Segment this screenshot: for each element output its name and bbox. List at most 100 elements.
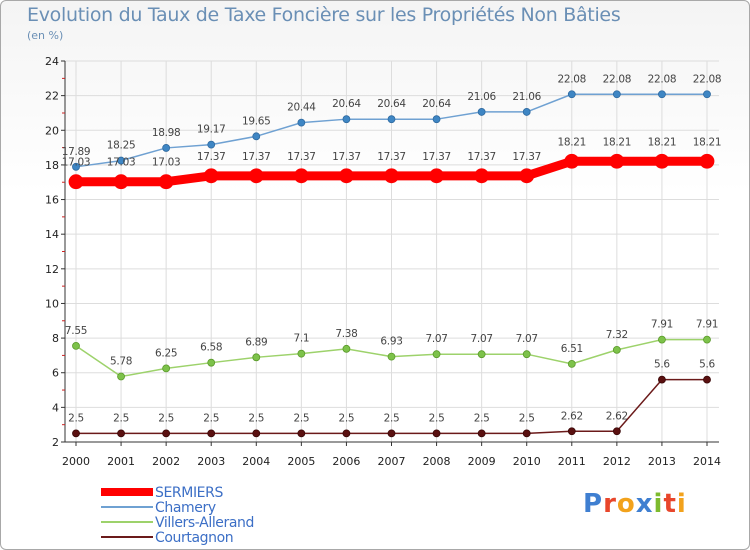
point-sermiers (68, 174, 84, 190)
data-label-courtagnon: 2.62 (606, 410, 628, 422)
point-sermiers (564, 153, 580, 169)
point-chamery (567, 90, 576, 99)
logo-letter: i (653, 489, 664, 519)
point-villers-allerand (703, 335, 711, 344)
x-tick-label: 2014 (693, 455, 721, 468)
data-label-villers-allerand: 6.51 (561, 343, 583, 355)
point-chamery (117, 156, 125, 165)
point-courtagnon (162, 429, 171, 438)
y-tick-label: 14 (45, 228, 59, 241)
point-sermiers (113, 174, 129, 190)
data-label-chamery: 20.44 (287, 102, 316, 114)
x-tick-label: 2000 (62, 455, 90, 468)
point-sermiers (158, 174, 174, 190)
y-tick-label: 12 (45, 263, 59, 276)
y-tick-label: 20 (45, 124, 59, 137)
y-tick-label: 18 (45, 159, 59, 172)
y-tick-label: 8 (52, 332, 59, 345)
data-label-villers-allerand: 7.07 (425, 333, 447, 345)
point-courtagnon (297, 429, 306, 438)
data-label-villers-allerand: 7.55 (65, 325, 87, 337)
data-label-chamery: 19.17 (197, 124, 226, 136)
data-label-chamery: 22.08 (603, 73, 632, 85)
point-sermiers (339, 168, 354, 184)
point-chamery (72, 162, 80, 171)
point-courtagnon (522, 429, 531, 438)
data-label-courtagnon: 2.5 (339, 412, 355, 424)
point-chamery (432, 115, 441, 124)
y-tick-label: 10 (45, 297, 59, 310)
x-tick-label: 2005 (287, 455, 315, 468)
x-tick-label: 2013 (648, 455, 676, 468)
data-label-sermiers: 17.37 (287, 151, 316, 163)
data-label-courtagnon: 2.5 (68, 412, 84, 424)
data-label-villers-allerand: 7.38 (335, 328, 357, 340)
logo-letter: o (616, 489, 636, 519)
legend-label-chamery: Chamery (155, 500, 216, 516)
point-courtagnon (477, 429, 486, 438)
point-chamery (477, 108, 486, 116)
point-villers-allerand (117, 372, 125, 381)
logo-letter: i (676, 489, 687, 519)
data-label-sermiers: 18.21 (603, 136, 632, 148)
point-villers-allerand (612, 345, 621, 354)
point-courtagnon (703, 375, 711, 384)
point-villers-allerand (297, 349, 306, 358)
data-label-sermiers: 17.37 (377, 151, 406, 163)
point-chamery (658, 90, 666, 99)
data-label-sermiers: 17.37 (242, 151, 271, 163)
x-tick-label: 2001 (107, 455, 135, 468)
data-label-villers-allerand: 7.91 (696, 319, 718, 331)
data-label-villers-allerand: 7.1 (293, 333, 309, 345)
point-chamery (522, 108, 531, 116)
point-sermiers (248, 168, 264, 184)
data-label-sermiers: 17.03 (107, 157, 136, 169)
point-villers-allerand (207, 358, 216, 367)
data-label-courtagnon: 2.5 (113, 412, 129, 424)
point-sermiers (474, 168, 490, 184)
point-sermiers (654, 153, 670, 169)
data-label-courtagnon: 2.5 (293, 412, 309, 424)
point-sermiers (293, 168, 309, 184)
legend-label-courtagnon: Courtagnon (155, 530, 233, 546)
x-tick-label: 2011 (558, 455, 586, 468)
data-label-courtagnon: 2.62 (561, 410, 583, 422)
point-villers-allerand (252, 353, 261, 362)
data-label-courtagnon: 2.5 (384, 412, 400, 424)
data-label-villers-allerand: 7.91 (651, 319, 673, 331)
point-villers-allerand (162, 364, 171, 373)
proxiti-logo: Proxiti (583, 489, 687, 519)
point-chamery (162, 144, 171, 152)
y-tick-label: 2 (52, 436, 59, 449)
point-sermiers (609, 153, 625, 169)
logo-letter: x (635, 489, 654, 519)
point-villers-allerand (432, 350, 441, 359)
point-chamery (252, 132, 261, 141)
x-tick-label: 2009 (468, 455, 496, 468)
data-label-chamery: 19.65 (242, 115, 271, 127)
point-courtagnon (117, 429, 125, 438)
data-label-chamery: 18.98 (152, 127, 181, 139)
data-label-sermiers: 17.03 (152, 157, 181, 169)
data-label-sermiers: 17.37 (197, 151, 226, 163)
data-label-chamery: 20.64 (422, 98, 451, 110)
point-courtagnon (252, 429, 261, 438)
data-label-chamery: 21.06 (512, 91, 541, 103)
point-chamery (387, 115, 396, 124)
data-label-courtagnon: 2.5 (429, 412, 445, 424)
data-label-villers-allerand: 5.78 (110, 356, 132, 368)
point-chamery (703, 90, 711, 99)
logo-letter: P (583, 489, 604, 519)
point-sermiers (203, 168, 219, 184)
point-sermiers (384, 168, 399, 184)
data-label-chamery: 22.08 (693, 73, 722, 85)
point-courtagnon (387, 429, 396, 438)
y-tick-label: 6 (52, 367, 59, 380)
y-tick-label: 4 (52, 401, 59, 414)
data-label-sermiers: 17.37 (512, 151, 541, 163)
point-courtagnon (567, 427, 576, 436)
data-label-villers-allerand: 7.07 (471, 333, 493, 345)
data-label-chamery: 22.08 (558, 73, 587, 85)
